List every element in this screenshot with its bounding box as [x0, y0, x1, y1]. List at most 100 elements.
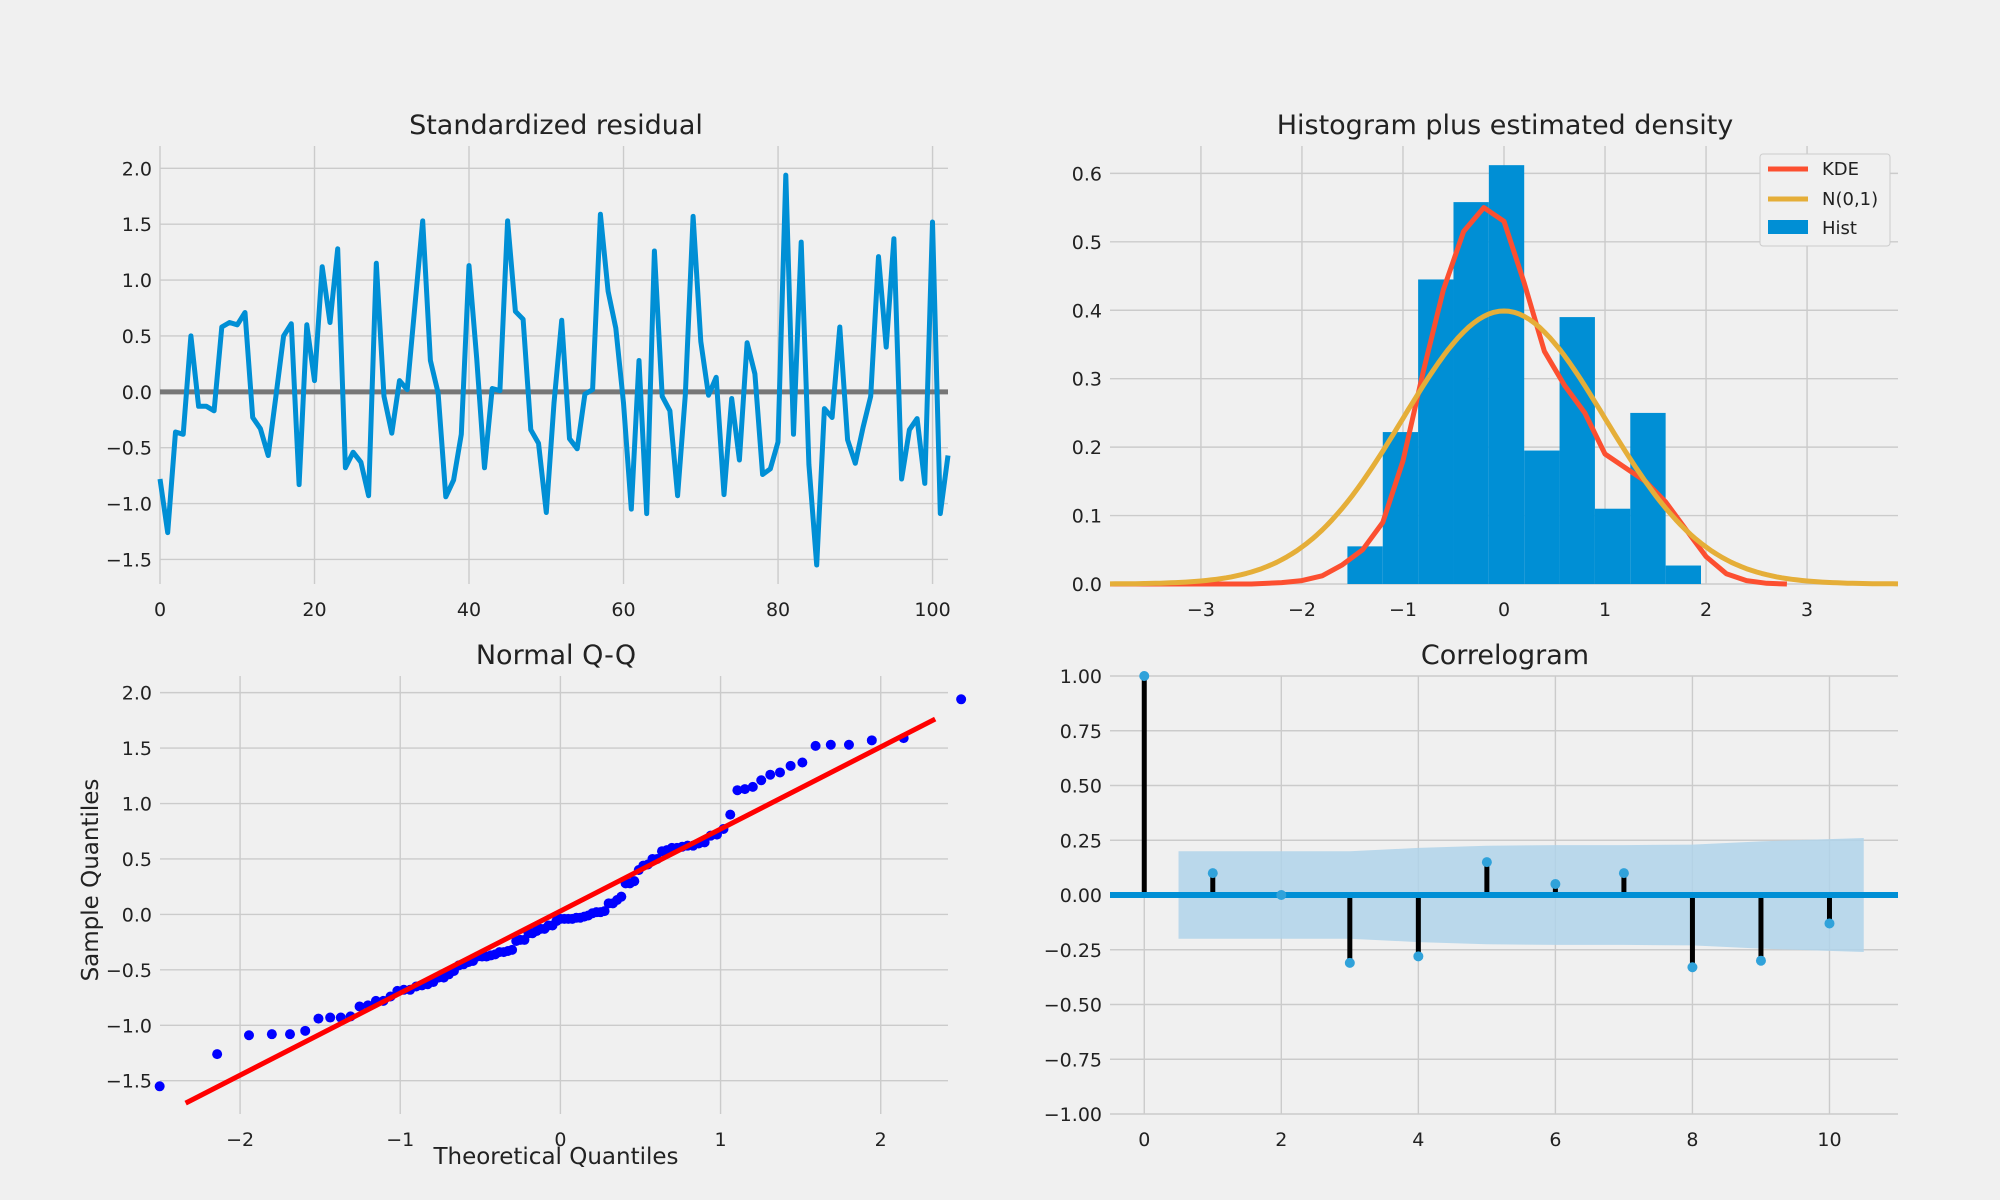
- residual-series-line: [157, 172, 951, 568]
- qq-point: [266, 1029, 277, 1040]
- x-tick-label: 10: [1817, 1129, 1841, 1151]
- y-tick-label: −0.75: [1044, 1049, 1102, 1071]
- histogram-bar: [1559, 317, 1595, 584]
- qq-point: [747, 781, 758, 792]
- acf-marker: [1550, 879, 1561, 890]
- qq-point: [616, 891, 627, 902]
- y-tick-label: 1.00: [1060, 666, 1102, 688]
- qq-point: [843, 739, 854, 750]
- histogram-panel: Histogram plus estimated density −3 −2 −1 0…: [1072, 110, 1899, 621]
- x-tick-label: −3: [1187, 599, 1215, 621]
- qq-point: [797, 757, 808, 768]
- histogram-bar: [1453, 202, 1489, 584]
- x-tick-label: 1: [1599, 599, 1611, 621]
- x-tick-label: 1: [715, 1129, 727, 1151]
- y-tick-label: −0.5: [106, 960, 152, 982]
- qq-panel: Normal Q-Q −2 −1 0 1 2 −1.5 −1.0 −0.5 0.0 0.5 1.0 1…: [78, 640, 967, 1170]
- y-tick-label: −1.0: [106, 1015, 152, 1037]
- acf-marker: [1207, 868, 1218, 879]
- qq-point: [956, 694, 967, 705]
- residual-title: Standardized residual: [409, 110, 703, 141]
- acf-marker: [1481, 857, 1492, 868]
- y-tick-label: 0.25: [1060, 830, 1102, 852]
- legend-hist-swatch: [1768, 220, 1808, 234]
- x-tick-label: 0: [1498, 599, 1510, 621]
- correlogram-title: Correlogram: [1421, 640, 1589, 671]
- y-tick-label: 0.75: [1060, 721, 1102, 743]
- qq-point: [313, 1013, 324, 1024]
- y-tick-label: −0.5: [106, 438, 152, 460]
- y-tick-label: 0.5: [122, 326, 152, 348]
- x-tick-label: 0: [154, 599, 166, 621]
- x-tick-label: 20: [302, 599, 326, 621]
- y-tick-label: 1.0: [122, 270, 152, 292]
- qq-point: [866, 735, 877, 746]
- x-tick-label: 80: [766, 599, 790, 621]
- qq-point: [810, 740, 821, 751]
- x-tick-label: −2: [1288, 599, 1316, 621]
- acf-marker: [1824, 918, 1835, 929]
- y-tick-label: 2.0: [122, 158, 152, 180]
- y-tick-label: 2.0: [122, 683, 152, 705]
- y-tick-label: −1.0: [106, 494, 152, 516]
- qq-point: [629, 876, 640, 887]
- acf-marker: [1618, 868, 1629, 879]
- acf-marker: [1687, 962, 1698, 973]
- histogram-bar: [1594, 508, 1631, 584]
- histogram-title: Histogram plus estimated density: [1277, 110, 1734, 141]
- histogram-bar: [1524, 450, 1560, 584]
- x-tick-label: −2: [226, 1129, 254, 1151]
- y-tick-label: 0.2: [1072, 437, 1102, 459]
- legend-hist-label: Hist: [1822, 218, 1857, 239]
- y-tick-label: 0.6: [1072, 163, 1102, 185]
- y-tick-label: 0.3: [1072, 369, 1102, 391]
- x-tick-label: 4: [1412, 1129, 1424, 1151]
- acf-marker: [1139, 671, 1150, 681]
- x-tick-label: −1: [1389, 599, 1417, 621]
- qq-point: [300, 1025, 311, 1036]
- qq-point: [725, 809, 736, 820]
- legend-normal-label: N(0,1): [1822, 189, 1878, 210]
- y-tick-label: 0.0: [122, 904, 152, 926]
- qq-point: [825, 739, 836, 750]
- acf-marker: [1276, 890, 1287, 900]
- x-tick-label: 8: [1686, 1129, 1698, 1151]
- y-tick-label: 1.5: [122, 214, 152, 236]
- x-tick-label: 60: [611, 599, 635, 621]
- y-tick-label: 0.5: [122, 849, 152, 871]
- qq-point: [785, 760, 796, 771]
- y-tick-label: 0.1: [1072, 506, 1102, 528]
- y-tick-label: 0.50: [1060, 776, 1102, 798]
- legend-kde-label: KDE: [1822, 159, 1859, 180]
- y-tick-label: −1.00: [1044, 1104, 1102, 1126]
- qq-point: [325, 1012, 336, 1023]
- y-tick-label: −1.5: [106, 549, 152, 571]
- acf-marker: [1755, 955, 1766, 966]
- y-tick-label: −0.50: [1044, 995, 1102, 1017]
- y-tick-label: 0.00: [1060, 885, 1102, 907]
- residual-panel: Standardized residual 0 20 40 60 80 100 −1.5 −1…: [106, 110, 951, 621]
- x-tick-label: 0: [554, 1129, 566, 1151]
- qq-point: [243, 1030, 254, 1041]
- qq-point: [756, 775, 767, 786]
- qq-point: [285, 1029, 296, 1040]
- normal-density-line: [1109, 308, 1899, 587]
- x-tick-label: 6: [1549, 1129, 1561, 1151]
- x-tick-label: 40: [457, 599, 481, 621]
- qq-point: [507, 944, 518, 955]
- x-tick-label: 2: [1700, 599, 1712, 621]
- qq-point: [212, 1049, 223, 1060]
- x-tick-label: 3: [1801, 599, 1813, 621]
- x-tick-label: −1: [386, 1129, 414, 1151]
- histogram-legend: KDE N(0,1) Hist: [1759, 153, 1891, 247]
- qq-point: [739, 784, 750, 795]
- qq-ylabel: Sample Quantiles: [78, 779, 104, 982]
- acf-marker: [1344, 957, 1355, 968]
- qq-point: [732, 785, 743, 796]
- qq-point: [599, 906, 610, 917]
- x-tick-label: 2: [875, 1129, 887, 1151]
- qq-point: [354, 1001, 365, 1012]
- histogram-bar: [1347, 546, 1383, 584]
- qq-point: [765, 769, 776, 780]
